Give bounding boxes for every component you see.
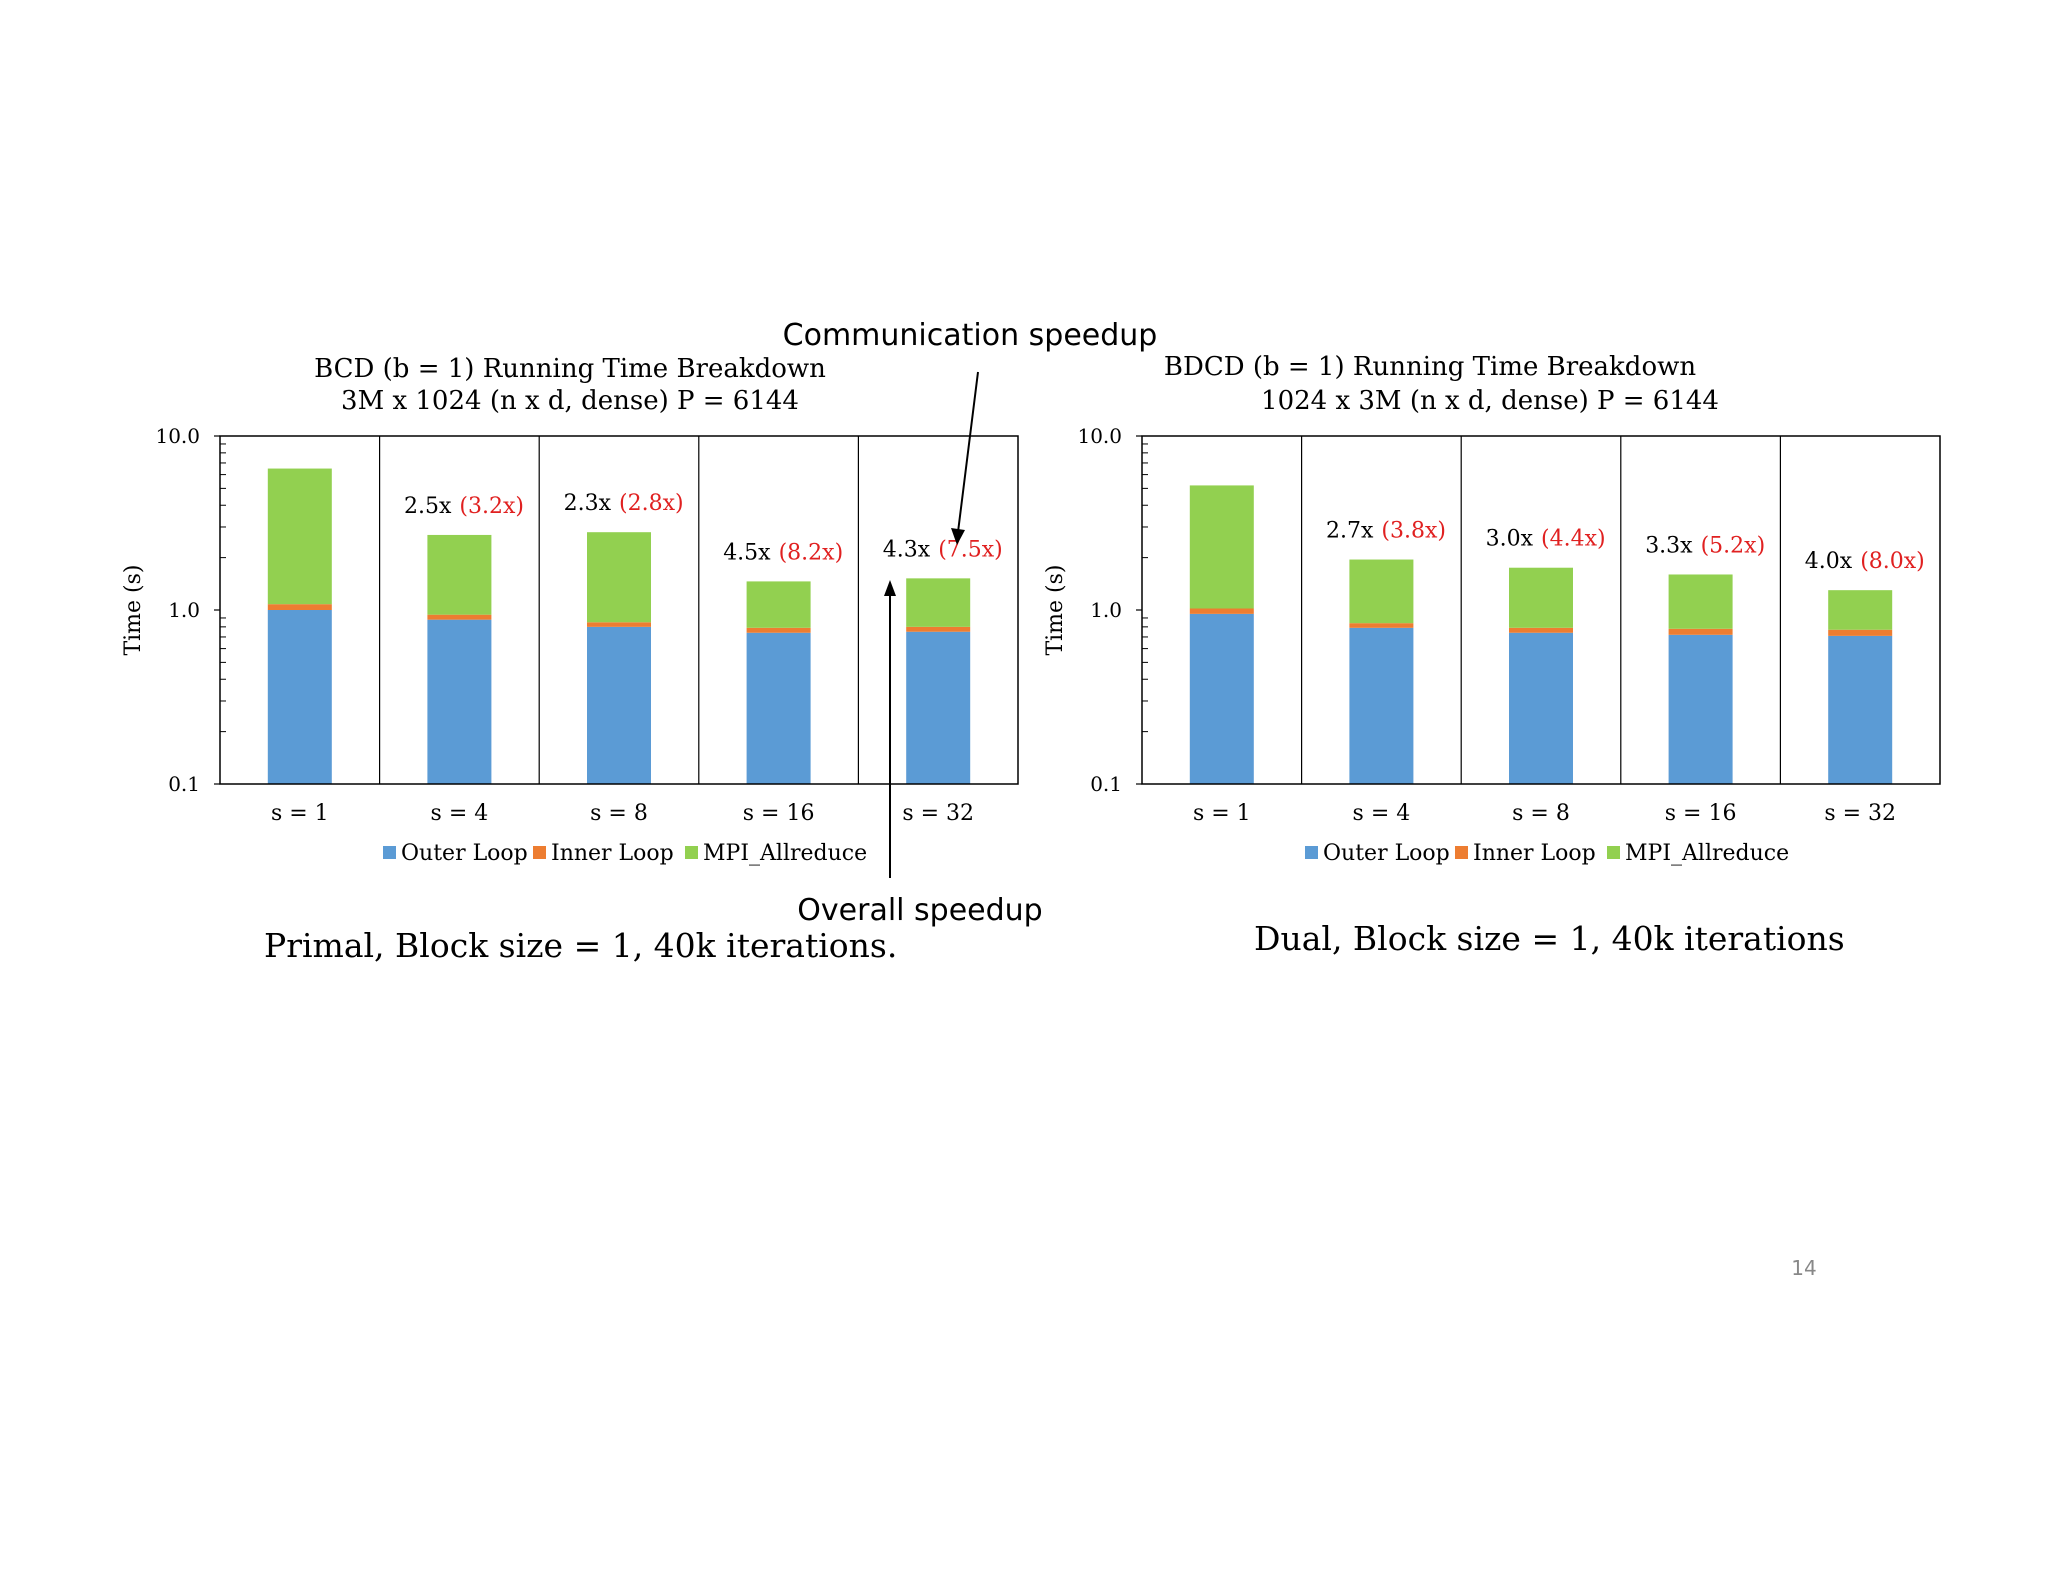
annotation-overall-arrowhead (884, 580, 896, 596)
chart-subtitle-primal: 3M x 1024 (n x d, dense) P = 6144 (341, 386, 799, 416)
legend-swatch-outer-loop (1305, 846, 1318, 859)
bar-mpi-allreduce-5 (1828, 590, 1893, 630)
legend: Outer Loop Inner Loop MPI_Allreduce (1305, 841, 1789, 866)
x-tick-label-5: s = 32 (902, 801, 974, 826)
y-axis-label: Time (s) (1043, 564, 1068, 655)
legend: Outer Loop Inner Loop MPI_Allreduce (383, 841, 867, 866)
bar-mpi-allreduce-4 (746, 581, 811, 628)
bar-mpi-allreduce-3 (587, 532, 651, 623)
speedup-overall-4: 4.5x (723, 540, 771, 565)
legend-swatch-outer-loop (383, 846, 396, 859)
bar-outer-loop-2 (1349, 627, 1414, 784)
x-tick-label-5: s = 32 (1824, 801, 1896, 826)
legend-swatch-inner-loop (1455, 846, 1468, 859)
bar-mpi-allreduce-2 (427, 534, 492, 615)
legend-label-inner-loop: Inner Loop (551, 841, 674, 866)
bar-outer-loop-4 (1668, 634, 1733, 784)
legend-label-inner-loop: Inner Loop (1473, 841, 1596, 866)
bar-outer-loop-5 (906, 631, 971, 784)
speedup-overall-3: 2.3x (564, 491, 612, 516)
bar-inner-loop-1 (267, 604, 332, 610)
speedup-comm-4: (5.2x) (1701, 533, 1766, 558)
bar-inner-loop-3 (1509, 627, 1573, 633)
y-tick-label-2: 1.0 (1090, 598, 1122, 622)
bar-mpi-allreduce-1 (1189, 485, 1254, 609)
bar-inner-loop-4 (746, 627, 811, 633)
x-tick-label-2: s = 4 (431, 801, 489, 826)
x-tick-label-1: s = 1 (1193, 801, 1251, 826)
bar-mpi-allreduce-2 (1349, 559, 1414, 624)
annotation-communication-speedup: Communication speedup (783, 318, 1158, 353)
y-tick-label-2: 1.0 (168, 598, 200, 622)
annotation-comm-arrowhead (951, 528, 965, 545)
speedup-overall-3: 3.0x (1486, 527, 1534, 552)
chart-subtitle-dual: 1024 x 3M (n x d, dense) P = 6144 (1261, 386, 1719, 416)
page-number: 14 (1791, 1256, 1816, 1280)
legend-swatch-mpi-allreduce (685, 846, 698, 859)
y-tick-label-3: 10.0 (1077, 424, 1122, 448)
legend-label-outer-loop: Outer Loop (1323, 841, 1450, 866)
legend-swatch-inner-loop (533, 846, 546, 859)
caption-dual: Dual, Block size = 1, 40k iterations (1254, 919, 1845, 958)
annotation-comm-arrow (957, 371, 979, 533)
bar-inner-loop-5 (1828, 629, 1893, 636)
chart-title-primal: BCD (b = 1) Running Time Breakdown (314, 354, 826, 384)
speedup-overall-5: 4.3x (883, 537, 931, 562)
y-tick-label-1: 0.1 (168, 772, 200, 796)
caption-primal: Primal, Block size = 1, 40k iterations. (264, 926, 897, 965)
bar-outer-loop-1 (267, 610, 332, 784)
legend-label-outer-loop: Outer Loop (401, 841, 528, 866)
speedup-comm-5: (8.0x) (1860, 549, 1925, 574)
bar-mpi-allreduce-1 (267, 468, 332, 605)
bar-inner-loop-3 (587, 622, 651, 627)
x-tick-label-4: s = 16 (1665, 801, 1737, 826)
x-tick-label-4: s = 16 (743, 801, 815, 826)
speedup-overall-4: 3.3x (1645, 533, 1693, 558)
bar-inner-loop-1 (1189, 608, 1254, 614)
speedup-overall-2: 2.5x (404, 494, 452, 519)
bar-outer-loop-3 (587, 626, 651, 784)
speedup-overall-2: 2.7x (1326, 519, 1374, 544)
x-tick-label-3: s = 8 (590, 801, 648, 826)
chart-title-dual: BDCD (b = 1) Running Time Breakdown (1164, 352, 1696, 382)
bar-outer-loop-1 (1189, 613, 1254, 784)
speedup-comm-3: (2.8x) (619, 491, 684, 516)
legend-swatch-mpi-allreduce (1607, 846, 1620, 859)
speedup-comm-5: (7.5x) (938, 537, 1003, 562)
annotation-overall-speedup: Overall speedup (797, 893, 1042, 928)
speedup-comm-2: (3.2x) (459, 494, 524, 519)
legend-label-mpi-allreduce: MPI_Allreduce (1625, 841, 1789, 866)
bar-mpi-allreduce-5 (906, 578, 971, 627)
y-axis-label: Time (s) (121, 564, 146, 655)
x-tick-label-3: s = 8 (1512, 801, 1570, 826)
bar-mpi-allreduce-4 (1668, 574, 1733, 629)
bar-outer-loop-3 (1509, 632, 1573, 784)
speedup-comm-3: (4.4x) (1541, 527, 1606, 552)
y-tick-label-1: 0.1 (1090, 772, 1122, 796)
bar-outer-loop-4 (746, 632, 811, 784)
bar-mpi-allreduce-3 (1509, 567, 1573, 628)
y-tick-label-3: 10.0 (155, 424, 200, 448)
speedup-overall-5: 4.0x (1805, 549, 1853, 574)
chart-dual: s = 1 2.7x (3.8x) s = 4 3.0x (4.4x) s = 8 3.3x (… (1043, 424, 1941, 866)
bar-inner-loop-2 (427, 614, 492, 620)
bar-outer-loop-5 (1828, 635, 1893, 784)
legend-label-mpi-allreduce: MPI_Allreduce (703, 841, 867, 866)
speedup-comm-4: (8.2x) (779, 540, 844, 565)
bar-inner-loop-2 (1349, 623, 1414, 628)
bar-inner-loop-4 (1668, 628, 1733, 635)
x-tick-label-2: s = 4 (1353, 801, 1411, 826)
bar-inner-loop-5 (906, 626, 971, 632)
chart-primal: s = 1 2.5x (3.2x) s = 4 2.3x (2.8x) s = 8 4.5x (… (121, 424, 1019, 866)
x-tick-label-1: s = 1 (271, 801, 329, 826)
bar-outer-loop-2 (427, 619, 492, 784)
speedup-comm-2: (3.8x) (1381, 519, 1446, 544)
